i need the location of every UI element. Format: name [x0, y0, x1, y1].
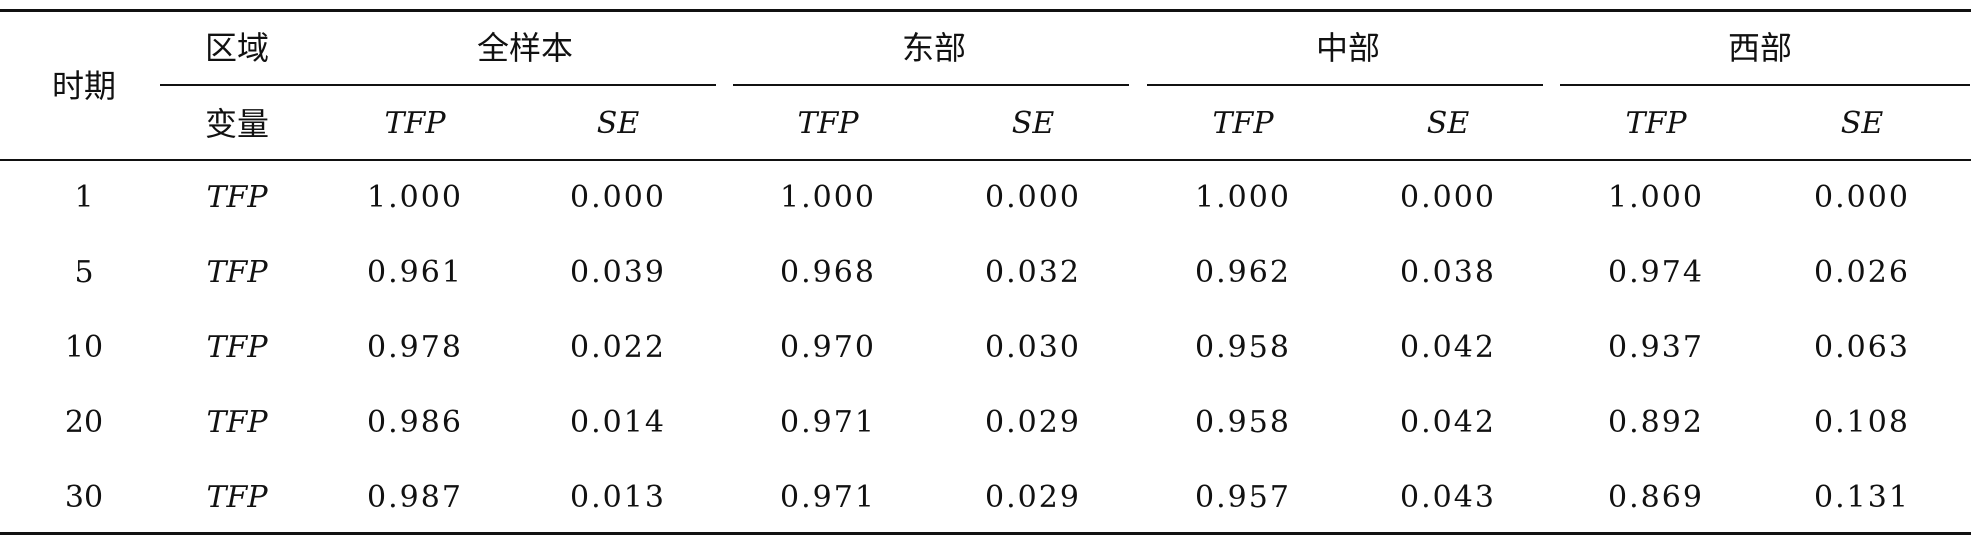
row-value: 0.961: [367, 255, 463, 290]
row-period: 10: [64, 330, 104, 365]
row-value: 1.000: [1608, 180, 1704, 215]
row-value: 0.958: [1195, 330, 1291, 365]
row-value: 0.000: [985, 180, 1081, 215]
row-value: 0.937: [1608, 330, 1704, 365]
row-value: 0.986: [367, 405, 463, 440]
row-value: 0.000: [1814, 180, 1910, 215]
row-value: 0.962: [1195, 255, 1291, 290]
row-value: 0.958: [1195, 405, 1291, 440]
row-value: 0.108: [1814, 405, 1910, 440]
row-value: 0.974: [1608, 255, 1704, 290]
row-value: 0.000: [1400, 180, 1496, 215]
group-rule-central: [1147, 84, 1543, 86]
row-value: 0.978: [367, 330, 463, 365]
header-variable: 变量: [204, 105, 270, 143]
header-period: 时期: [51, 67, 117, 105]
row-value: 0.026: [1814, 255, 1910, 290]
header-bottom-rule: [0, 159, 1971, 161]
row-value: 1.000: [1195, 180, 1291, 215]
group-rule-full-sample: [160, 84, 716, 86]
row-period: 30: [64, 480, 104, 515]
row-value: 0.029: [985, 480, 1081, 515]
header-subcol: TFP: [1625, 106, 1687, 141]
header-group-west: 西部: [1727, 29, 1793, 67]
row-value: 0.971: [780, 405, 876, 440]
header-group-east: 东部: [901, 29, 967, 67]
row-period: 5: [74, 255, 94, 290]
row-value: 0.014: [570, 405, 666, 440]
row-value: 0.000: [570, 180, 666, 215]
row-value: 0.042: [1400, 405, 1496, 440]
row-value: 0.131: [1814, 480, 1910, 515]
header-group-full-sample: 全样本: [476, 29, 574, 67]
row-value: 0.039: [570, 255, 666, 290]
group-rule-west: [1560, 84, 1970, 86]
row-value: 0.957: [1195, 480, 1291, 515]
group-rule-east: [733, 84, 1129, 86]
row-variable: TFP: [206, 330, 268, 365]
row-value: 0.063: [1814, 330, 1910, 365]
row-value: 1.000: [367, 180, 463, 215]
row-value: 0.892: [1608, 405, 1704, 440]
header-subcol: SE: [1840, 106, 1884, 141]
row-period: 20: [64, 405, 104, 440]
row-value: 0.029: [985, 405, 1081, 440]
header-subcol: TFP: [1212, 106, 1274, 141]
header-group-central: 中部: [1315, 29, 1381, 67]
header-subcol: TFP: [384, 106, 446, 141]
header-subcol: SE: [596, 106, 640, 141]
row-variable: TFP: [206, 255, 268, 290]
top-rule: [0, 9, 1971, 12]
row-value: 0.043: [1400, 480, 1496, 515]
row-value: 0.970: [780, 330, 876, 365]
row-value: 0.022: [570, 330, 666, 365]
row-variable: TFP: [206, 180, 268, 215]
row-period: 1: [74, 180, 94, 215]
row-value: 0.042: [1400, 330, 1496, 365]
bottom-rule: [0, 532, 1971, 535]
row-value: 0.968: [780, 255, 876, 290]
row-value: 1.000: [780, 180, 876, 215]
row-value: 0.032: [985, 255, 1081, 290]
row-value: 0.013: [570, 480, 666, 515]
row-value: 0.987: [367, 480, 463, 515]
row-value: 0.038: [1400, 255, 1496, 290]
row-value: 0.971: [780, 480, 876, 515]
header-subcol: SE: [1011, 106, 1055, 141]
row-variable: TFP: [206, 405, 268, 440]
row-value: 0.869: [1608, 480, 1704, 515]
row-value: 0.030: [985, 330, 1081, 365]
header-subcol: TFP: [797, 106, 859, 141]
row-variable: TFP: [206, 480, 268, 515]
header-region: 区域: [204, 29, 270, 67]
header-subcol: SE: [1426, 106, 1470, 141]
